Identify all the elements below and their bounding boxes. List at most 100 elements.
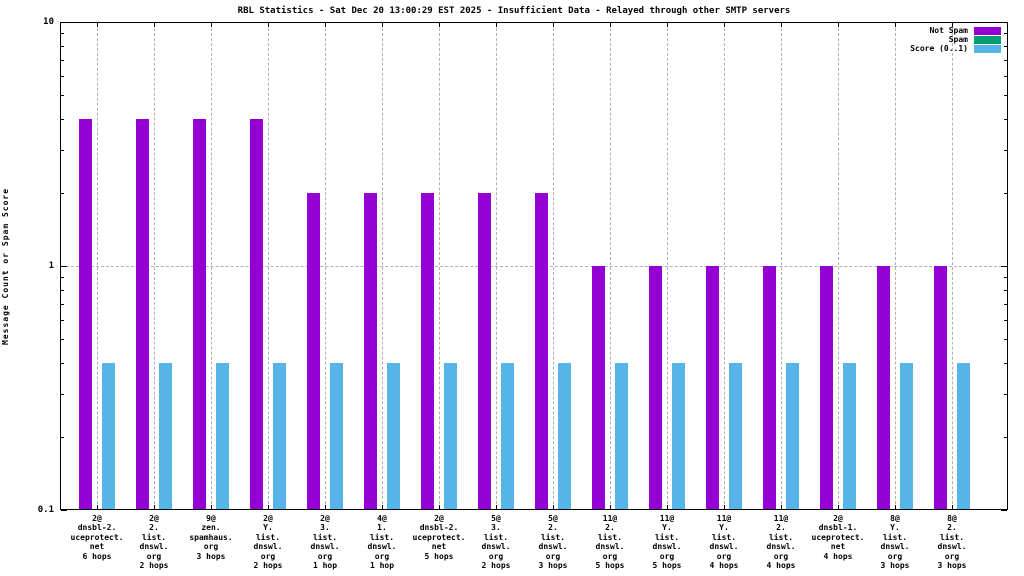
x-tick-top [325,23,326,27]
x-tick-top [895,23,896,27]
x-tick-label: 2@ 2. list. dnswl. org 2 hops [139,514,169,571]
bar-score-0-1- [102,363,115,509]
y-tick-label: 10 [43,17,54,27]
legend-item: Spam [910,35,1001,44]
x-tick-bottom [895,505,896,509]
x-tick-top [667,23,668,27]
y-tick-label: 1 [48,261,54,271]
legend-item-label: Spam [948,35,968,44]
bar-not-spam [250,119,263,509]
y-tick-minor-left [61,339,64,340]
bar-not-spam [535,193,548,509]
y-tick-minor-right [1004,339,1007,340]
bar-score-0-1- [387,363,400,509]
x-tick-label: 11@ 2. list. dnswl. org 5 hops [595,514,625,571]
x-tick-label: 5@ 2. list. dnswl. org 3 hops [538,514,568,571]
x-tick-bottom [325,505,326,509]
bar-not-spam [877,266,890,509]
y-tick-minor-right [1004,33,1007,34]
x-tick-label: 2@ Y. list. dnswl. org 2 hops [253,514,283,571]
legend-swatch [974,44,1001,53]
bar-not-spam [706,266,719,509]
x-tick-bottom [553,505,554,509]
bar-not-spam [478,193,491,509]
x-tick-top [496,23,497,27]
y-tick-minor-right [1004,363,1007,364]
x-tick-bottom [952,505,953,509]
bar-not-spam [934,266,947,509]
bar-score-0-1- [615,363,628,509]
x-tick-label: 11@ Y. list. dnswl. org 5 hops [652,514,682,571]
x-tick-top [211,23,212,27]
bar-score-0-1- [159,363,172,509]
x-tick-top [154,23,155,27]
bar-score-0-1- [729,363,742,509]
y-tick-minor-right [1004,394,1007,395]
x-tick-label: 2@ dnsbl-2. uceprotect. net 6 hops [70,514,124,561]
bar-not-spam [820,266,833,509]
y-tick-minor-left [61,363,64,364]
y-tick-minor-right [1004,277,1007,278]
plot-area [60,22,1008,511]
x-tick-bottom [268,505,269,509]
x-tick-top [439,23,440,27]
legend-item-label: Not Spam [929,26,968,35]
x-tick-bottom [724,505,725,509]
y-tick-label: 0.1 [37,505,54,515]
x-tick-top [97,23,98,27]
x-tick-label: 2@ dnsbl-2. uceprotect. net 5 hops [412,514,466,561]
y-tick-minor-left [61,33,64,34]
x-tick-bottom [667,505,668,509]
y-tick-minor-left [61,150,64,151]
legend-item-label: Score (0..1) [910,44,968,53]
x-tick-label: 4@ 1. list. dnswl. org 1 hop [367,514,397,571]
bar-not-spam [136,119,149,509]
x-tick-bottom [838,505,839,509]
bar-score-0-1- [957,363,970,509]
bar-not-spam [649,266,662,509]
chart-title: RBL Statistics - Sat Dec 20 13:00:29 EST… [237,6,791,16]
bar-score-0-1- [843,363,856,509]
y-tick-minor-left [61,437,64,438]
plot-border-left [60,22,61,510]
x-tick-label: 11@ 2. list. dnswl. org 4 hops [766,514,796,571]
x-tick-top [724,23,725,27]
x-tick-top [382,23,383,27]
bar-not-spam [193,119,206,509]
y-tick-minor-left [61,304,64,305]
y-tick-minor-left [61,394,64,395]
y-tick-minor-right [1004,290,1007,291]
y-tick-minor-left [61,277,64,278]
bar-score-0-1- [501,363,514,509]
x-tick-bottom [154,505,155,509]
y-tick-minor-left [61,193,64,194]
y-tick-minor-right [1004,95,1007,96]
bar-not-spam [79,119,92,509]
bar-score-0-1- [216,363,229,509]
x-tick-label: 8@ 2. list. dnswl. org 3 hops [937,514,967,571]
y-tick-major-right [1001,266,1007,267]
y-tick-minor-left [61,119,64,120]
x-tick-top [781,23,782,27]
x-tick-bottom [97,505,98,509]
y-tick-minor-left [61,320,64,321]
x-tick-bottom [781,505,782,509]
y-tick-major-left [61,266,67,267]
y-tick-minor-left [61,290,64,291]
x-tick-label: 2@ 3. list. dnswl. org 1 hop [310,514,340,571]
legend: Not Spam Spam Score (0..1) [910,26,1001,53]
y-tick-minor-right [1004,119,1007,120]
x-tick-label: 9@ zen. spamhaus. org 3 hops [189,514,233,561]
y-tick-minor-right [1004,304,1007,305]
x-tick-label: 2@ dnsbl-1. uceprotect. net 4 hops [811,514,865,561]
bar-score-0-1- [558,363,571,509]
y-tick-major-right [1001,22,1007,23]
bar-score-0-1- [672,363,685,509]
y-tick-minor-left [61,76,64,77]
y-tick-major-left [61,22,67,23]
bar-score-0-1- [900,363,913,509]
y-tick-minor-left [61,46,64,47]
y-tick-minor-right [1004,150,1007,151]
bar-score-0-1- [273,363,286,509]
